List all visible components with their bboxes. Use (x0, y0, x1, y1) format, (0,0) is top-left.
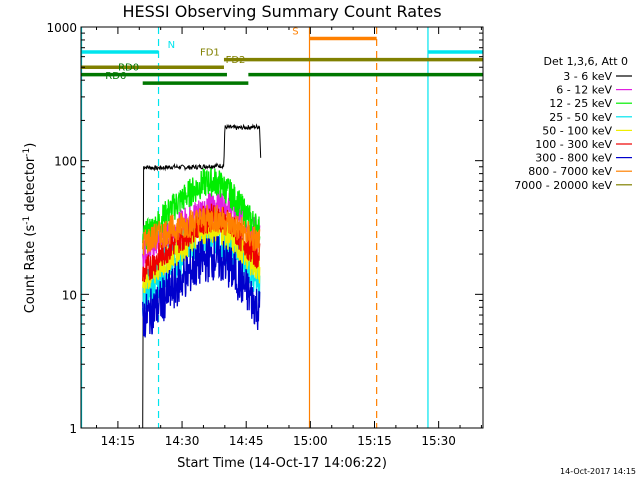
series-line-800-7000-kev (142, 204, 261, 256)
y-tick-label: 1000 (46, 21, 77, 35)
legend-entry-3-6-kev: 3 - 6 keV (563, 70, 612, 83)
flag-label-fd1: FD1 (200, 48, 220, 59)
legend-entry-300-800-kev: 300 - 800 keV (535, 152, 612, 165)
legend-title: Det 1,3,6, Att 0 (544, 55, 628, 68)
flag-label-fd2: FD2 (226, 55, 246, 66)
x-axis-label: Start Time (14-Oct-17 14:06:22) (177, 456, 387, 471)
legend-entry-7000-20000-kev: 7000 - 20000 keV (514, 179, 612, 192)
series-group (142, 123, 262, 429)
axes: 14:15 14:30 14:45 15:00 15:15 15:30 1 10 100 1000 (46, 21, 484, 448)
legend-entry-12-25-kev: 12 - 25 keV (549, 97, 612, 110)
flag-label-rd6: RD6 (105, 71, 126, 82)
flag-label-rd0: RD0 (118, 63, 139, 74)
x-tick-label: 14:15 (101, 434, 136, 448)
y-tick-label: 10 (62, 288, 77, 302)
y-axis-label: Count Rate (s-1 detector-1) (22, 143, 38, 314)
flag-label-n: N (168, 40, 175, 51)
x-tick-label: 15:15 (357, 434, 392, 448)
x-tick-label: 15:00 (293, 434, 328, 448)
x-tick-label: 14:45 (229, 434, 264, 448)
flag-label-s: S (292, 27, 298, 38)
x-tick-label: 15:30 (421, 434, 456, 448)
y-tick-label: 1 (69, 422, 77, 436)
series-line-300-800-kev (142, 236, 261, 338)
attenuator-vlines (80, 27, 429, 428)
x-tick-label: 14:30 (165, 434, 200, 448)
legend-entry-50-100-kev: 50 - 100 keV (542, 124, 612, 137)
legend-entry-800-7000-kev: 800 - 7000 keV (528, 165, 612, 178)
series-line-3-6-kev (142, 123, 262, 429)
plot-frame (80, 26, 484, 429)
footer-timestamp: 14-Oct-2017 14:15 (560, 467, 636, 476)
legend-entry-6-12-kev: 6 - 12 keV (556, 84, 612, 97)
y-tick-label: 100 (54, 155, 77, 169)
legend-entry-100-300-kev: 100 - 300 keV (535, 138, 612, 151)
chart-title: HESSI Observing Summary Count Rates (122, 2, 441, 21)
legend-entry-25-50-kev: 25 - 50 keV (549, 111, 612, 124)
